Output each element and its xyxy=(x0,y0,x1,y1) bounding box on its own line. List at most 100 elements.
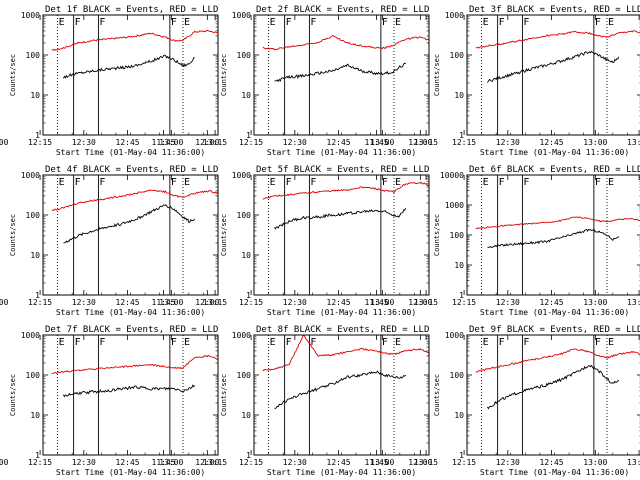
x-tick-label: 12:15 xyxy=(28,138,52,147)
y-tick-label: 100 xyxy=(237,371,252,380)
x-tick-label: 12:45 xyxy=(116,458,140,467)
x-tick-label: 13:00 xyxy=(583,298,607,307)
segment-label: E xyxy=(59,177,65,188)
x-tick-label: 12:15 xyxy=(452,458,476,467)
y-axis-label: Counts/sec xyxy=(433,54,441,96)
series-lld-line xyxy=(262,334,430,372)
x-tick-label: 11:45 xyxy=(152,138,176,147)
series-events-line xyxy=(487,50,620,83)
segment-label: F xyxy=(171,17,177,28)
segment-label: E xyxy=(184,17,190,28)
y-tick-label: 10 xyxy=(30,411,40,420)
panel-title: Det 3f BLACK = Events, RED = LLD xyxy=(469,5,640,15)
y-tick-label: 100 xyxy=(26,211,41,220)
plot-frame xyxy=(466,334,640,456)
y-tick-label: 10 xyxy=(30,251,40,260)
y-axis-label: Counts/sec xyxy=(220,54,228,96)
panel-det-3: EFFFE11:4512:0012:1512:3012:4513:0013:15… xyxy=(365,5,640,157)
plot-frame xyxy=(42,174,219,296)
segment-label: E xyxy=(395,177,401,188)
y-axis-label: Counts/sec xyxy=(9,54,17,96)
segment-label: E xyxy=(59,17,65,28)
x-tick-label: 13:00 xyxy=(370,298,394,307)
segment-label: E xyxy=(184,337,190,348)
y-tick-label: 100 xyxy=(450,51,465,60)
y-tick-label: 100 xyxy=(26,371,41,380)
x-tick-label: 13:15 xyxy=(203,298,227,307)
y-tick-label: 10 xyxy=(241,91,251,100)
x-tick-label: 13:00 xyxy=(370,458,394,467)
segment-label: F xyxy=(310,17,316,28)
x-tick-label: 12:30 xyxy=(72,138,96,147)
x-tick-label: 12:00 xyxy=(0,138,9,147)
y-tick-label: 10 xyxy=(454,91,464,100)
x-tick-label: 12:45 xyxy=(327,298,351,307)
segment-label: F xyxy=(595,337,601,348)
panel-title: Det 9f BLACK = Events, RED = LLD xyxy=(469,325,640,335)
segment-label: E xyxy=(395,337,401,348)
x-tick-label: 13:15 xyxy=(203,138,227,147)
x-tick-label: 12:30 xyxy=(72,458,96,467)
segment-label: E xyxy=(608,177,614,188)
x-tick-label: 12:15 xyxy=(452,298,476,307)
panel-title: Det 1f BLACK = Events, RED = LLD xyxy=(45,5,218,15)
series-lld-line xyxy=(51,189,219,212)
segment-label: E xyxy=(608,17,614,28)
plot-frame xyxy=(466,14,640,136)
panel-det-8: E F F F E11:45 12:00 12:15 12:30 12:45 13:00 13:15… xyxy=(152,325,439,477)
x-axis-label: Start Time (01-May-04 11:36:00) xyxy=(267,148,416,157)
series-lld-line xyxy=(51,354,219,374)
y-tick-label: 1 xyxy=(246,291,251,300)
x-tick-label: 11:45 xyxy=(152,298,176,307)
series-lld-line xyxy=(475,30,640,49)
x-tick-label: 13:00 xyxy=(159,138,183,147)
x-tick-label: 12:15 xyxy=(28,458,52,467)
segment-label: F xyxy=(99,177,105,188)
x-tick-label: 13:15 xyxy=(414,138,438,147)
y-tick-label: 1000 xyxy=(445,331,464,340)
x-tick-label: 12:00 xyxy=(195,458,219,467)
x-tick-label: 13:00 xyxy=(159,298,183,307)
segment-label: F xyxy=(499,177,505,188)
y-tick-label: 10 xyxy=(241,411,251,420)
x-tick-label: 12:30 xyxy=(283,298,307,307)
segment-label: E xyxy=(483,17,489,28)
y-tick-label: 1 xyxy=(459,291,464,300)
x-tick-label: 12:45 xyxy=(327,458,351,467)
x-axis-label: Start Time (01-May-04 11:36:00) xyxy=(56,308,205,317)
y-tick-label: 1 xyxy=(246,131,251,140)
y-axis-label: Counts/sec xyxy=(433,214,441,256)
series-events-line xyxy=(63,54,195,79)
x-axis-label: Start Time (01-May-04 11:36:00) xyxy=(267,468,416,477)
segment-label: F xyxy=(286,17,292,28)
segment-label: F xyxy=(595,177,601,188)
series-lld-line xyxy=(262,34,430,51)
x-tick-label: 12:00 xyxy=(195,298,219,307)
y-tick-label: 100 xyxy=(26,51,41,60)
x-tick-label: 12:30 xyxy=(283,458,307,467)
x-tick-label: 12:45 xyxy=(540,298,564,307)
segment-label: E xyxy=(270,337,276,348)
panel-det-7: EFFFE11:4512:0012:1512:3012:4513:0013:15… xyxy=(0,325,227,477)
y-tick-label: 1000 xyxy=(21,11,40,20)
series-lld-line xyxy=(262,181,430,200)
panel-title: Det 6f BLACK = Events, RED = LLD xyxy=(469,165,640,175)
y-tick-label: 1000 xyxy=(232,331,251,340)
y-axis-label: Counts/sec xyxy=(433,374,441,416)
x-tick-label: 12:00 xyxy=(408,458,432,467)
segment-label: F xyxy=(286,177,292,188)
series-events-line xyxy=(63,384,196,398)
x-tick-label: 11:45 xyxy=(152,458,176,467)
y-axis-label: Counts/sec xyxy=(220,374,228,416)
series-lld-line xyxy=(475,348,640,373)
x-tick-label: 13:15 xyxy=(414,458,438,467)
y-tick-label: 1 xyxy=(459,131,464,140)
y-tick-label: 1 xyxy=(459,451,464,460)
x-tick-label: 12:45 xyxy=(540,138,564,147)
segment-label: F xyxy=(99,337,105,348)
segment-label: E xyxy=(270,17,276,28)
panel-det-9: EFFFE11:4512:0012:1512:3012:4513:0013:15… xyxy=(365,325,640,477)
x-tick-label: 13:15 xyxy=(203,458,227,467)
x-tick-label: 12:15 xyxy=(28,298,52,307)
segment-label: E xyxy=(395,17,401,28)
